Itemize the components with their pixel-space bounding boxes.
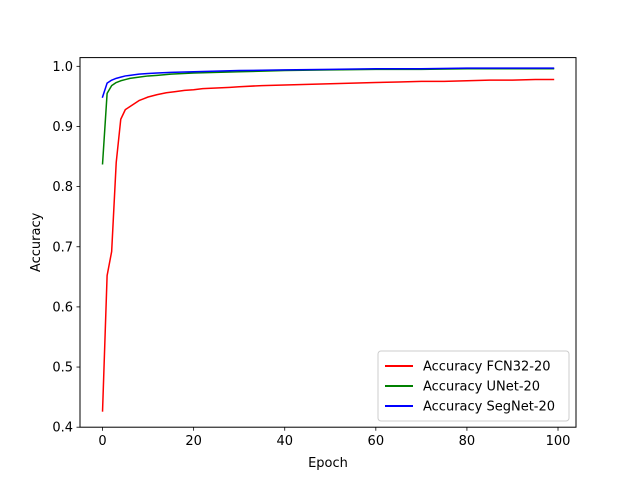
y-tick-label: 0.6	[52, 300, 73, 315]
x-tick-label: 0	[98, 434, 106, 449]
x-tick-label: 60	[368, 434, 385, 449]
y-tick-label: 0.7	[52, 240, 73, 255]
y-axis-label: Accuracy	[29, 212, 44, 272]
plot-frame	[79, 57, 577, 428]
series-line-segnet	[101, 67, 555, 98]
y-axis-ticks: 0.4 0.5 0.6 0.7 0.8 0.9 1.0	[52, 60, 80, 436]
x-tick-label: 20	[185, 434, 202, 449]
y-tick-label: 1.0	[52, 60, 73, 75]
series-line-unet	[101, 67, 555, 165]
x-axis-ticks: 0 20 40 60 80 100	[98, 427, 570, 449]
series-line-fcn32	[101, 78, 555, 412]
plot-lines	[101, 67, 555, 412]
y-tick-label: 0.5	[52, 361, 73, 376]
legend-box	[377, 350, 570, 422]
legend-label-fcn32: Accuracy FCN32-20	[423, 360, 551, 375]
x-tick-label: 80	[459, 434, 476, 449]
y-tick-label: 0.9	[52, 120, 73, 135]
y-tick-label: 0.4	[52, 421, 73, 436]
legend-label-segnet: Accuracy SegNet-20	[423, 400, 555, 415]
x-tick-label: 40	[276, 434, 293, 449]
y-tick-label: 0.8	[52, 180, 73, 195]
x-axis-label: Epoch	[308, 456, 348, 471]
legend-label-unet: Accuracy UNet-20	[423, 380, 540, 395]
legend: Accuracy FCN32-20 Accuracy UNet-20 Accur…	[377, 350, 570, 422]
x-tick-label: 100	[546, 434, 571, 449]
